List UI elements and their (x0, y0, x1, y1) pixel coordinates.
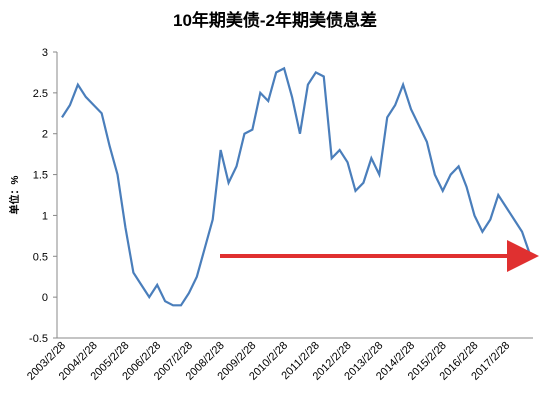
y-tick-label: 0.5 (33, 251, 48, 263)
plot: -0.500.511.522.532003/2/282004/2/282005/… (25, 47, 533, 383)
y-tick-label: 3 (42, 47, 48, 59)
y-tick-label: 2 (42, 129, 48, 141)
chart-title: 10年期美债-2年期美债息差 (173, 10, 377, 30)
y-tick-label: 1.5 (33, 170, 48, 182)
y-tick-label: 2.5 (33, 88, 48, 100)
y-tick-label: 1 (42, 210, 48, 222)
y-tick-label: -0.5 (29, 333, 48, 345)
line-series (61, 66, 532, 307)
y-axis-label: 单位：% (8, 175, 21, 214)
y-tick-label: 0 (42, 292, 48, 304)
